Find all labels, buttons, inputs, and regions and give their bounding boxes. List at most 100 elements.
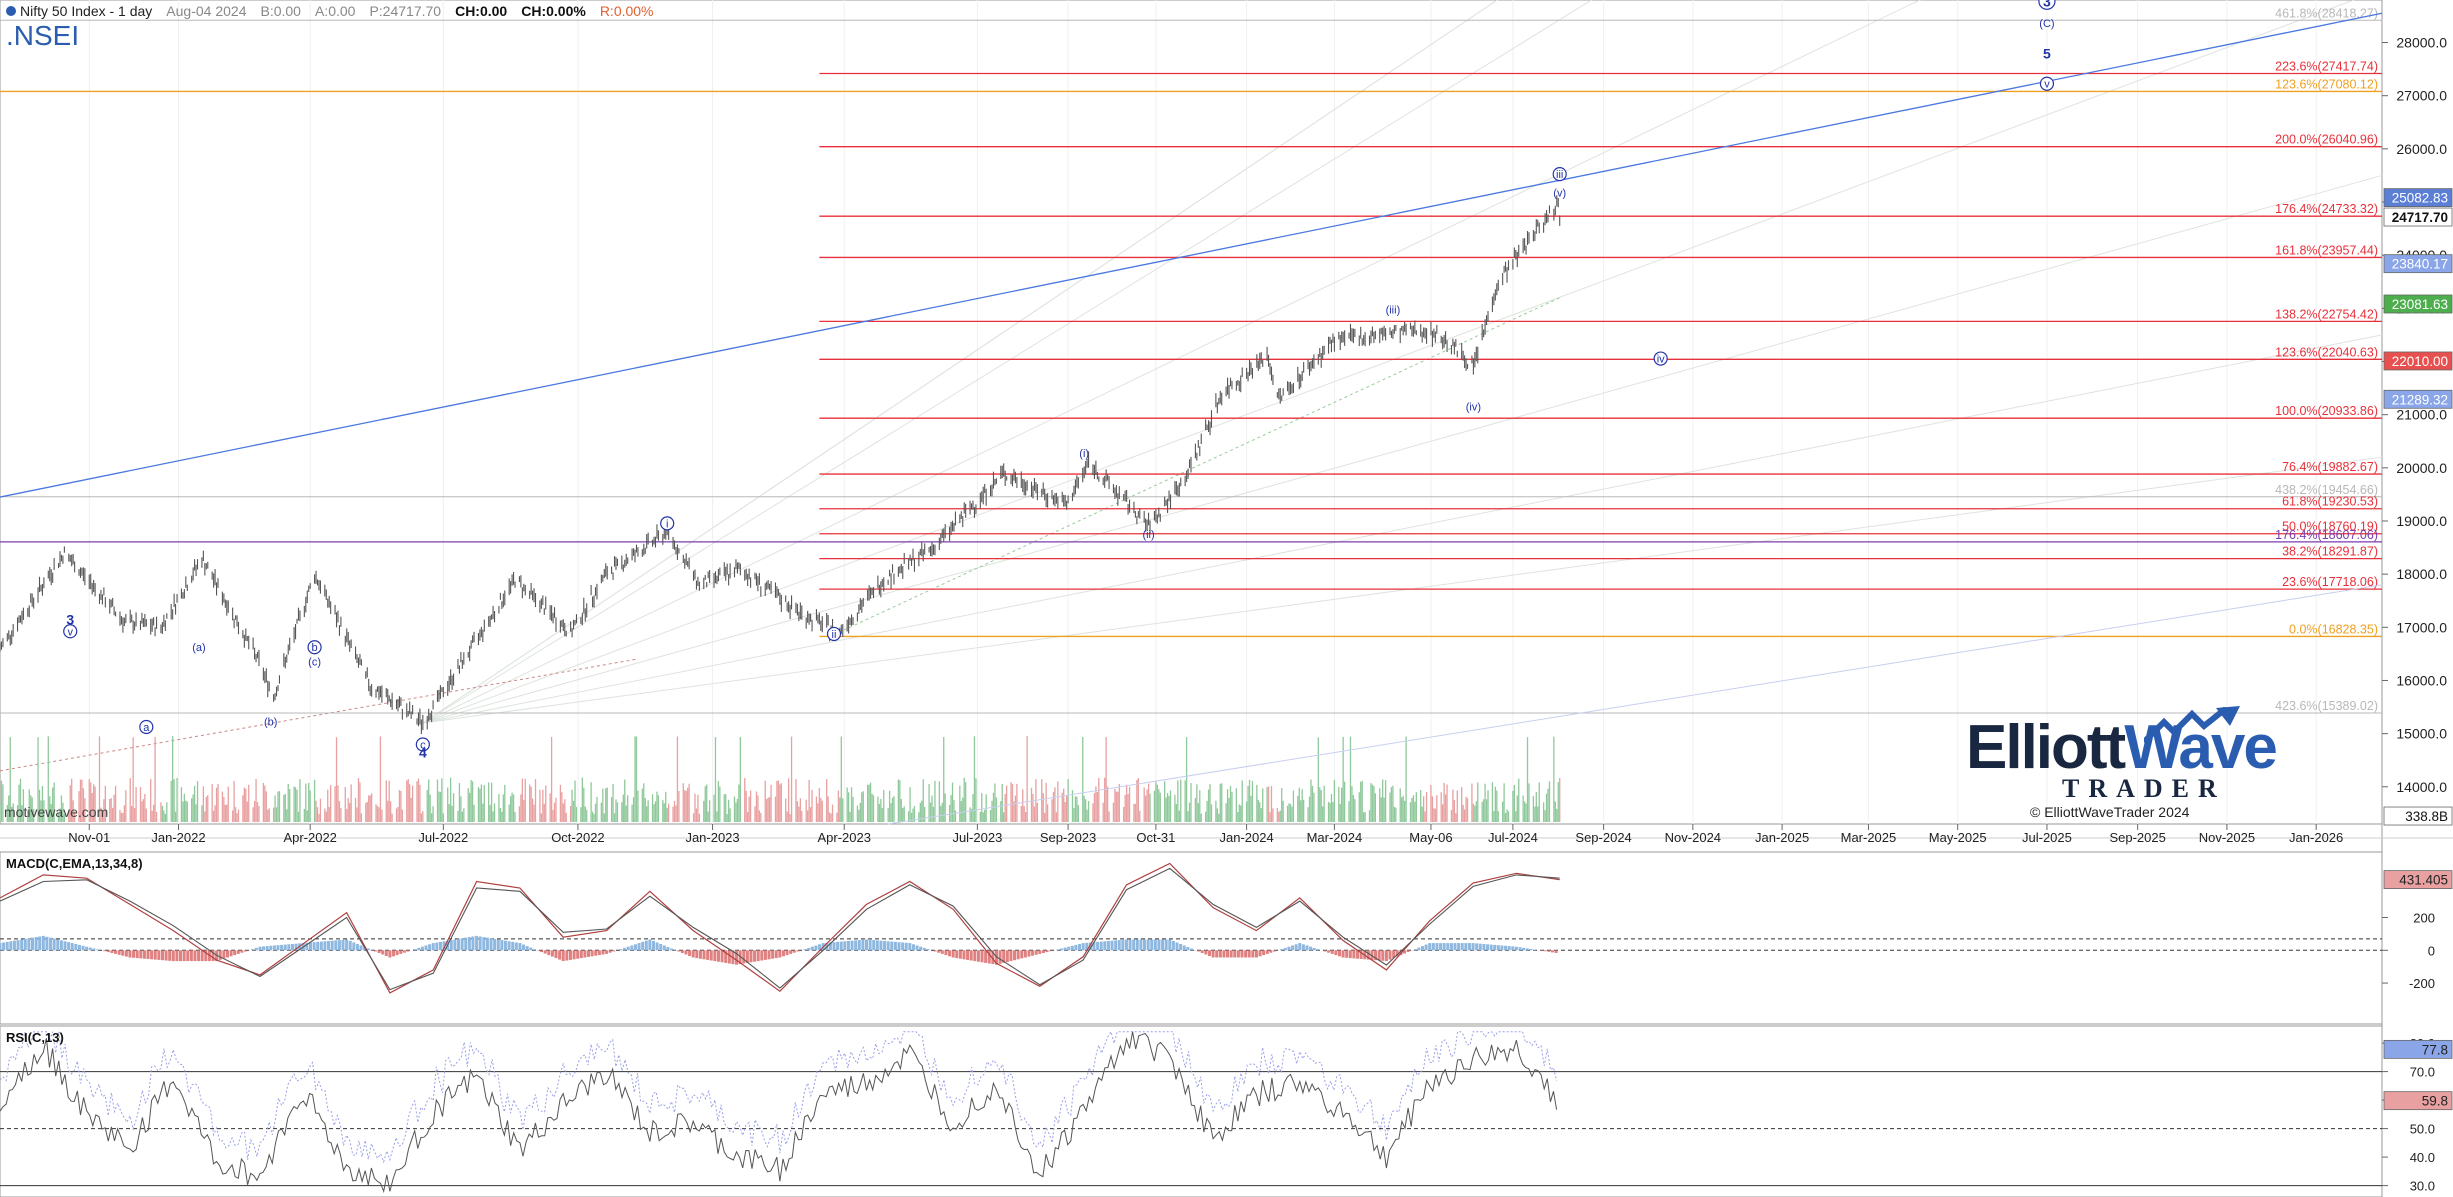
price-box-label: 22010.00 [2392,354,2448,369]
chart-header: Nifty 50 Index - 1 day Aug-04 2024 B:0.0… [6,3,654,19]
x-tick-label: Jan-2022 [151,830,205,845]
logo-copyright: © ElliottWaveTrader 2024 [2030,804,2190,820]
trend-lines [0,12,2383,825]
macd-value-box [2383,870,2453,890]
macd-line [0,862,1560,994]
fib-level-label: 176.4%(18607.06) [2275,528,2378,542]
grid [88,0,2317,824]
x-tick-label: Nov-01 [68,830,110,845]
fib-level-label: 38.2%(18291.87) [2282,545,2378,559]
x-tick-label: Nov-2025 [2199,830,2255,845]
volume-bars [0,736,1561,822]
price-box [2383,389,2453,409]
wave-label-circle [2038,0,2056,10]
wave-label: (i) [1079,448,1089,460]
fib-level-label: 23.6%(17718.06) [2282,575,2378,589]
y-tick-label: 15000.0 [2396,726,2447,742]
wave-label-circle [307,640,322,655]
fib-level-label: 223.6%(27417.74) [2275,59,2378,73]
wave-label: b [312,642,318,654]
macd-signal-line [0,867,1560,991]
fib-level-label: 200.0%(26040.96) [2275,133,2378,147]
y-tick-label: 20000.0 [2396,460,2447,476]
wave-label: iv [1657,354,1665,366]
wave-label: ii [832,629,837,641]
time-axis: Nov-01 Jan-2022 Apr-2022 Jul-2022 Oct-2022 Ja… [68,824,2343,845]
x-tick-label: Sep-2024 [1575,830,1631,845]
wave-label-circle [139,719,154,735]
price-box-label: 23840.17 [2392,257,2448,272]
y-tick-label: 27000.0 [2396,88,2447,104]
x-tick-label: Jan-2025 [1755,830,1809,845]
x-tick-label: May-06 [1409,830,1452,845]
wave-label: a [143,722,150,734]
x-tick-label: Jul-2022 [418,830,468,845]
y-tick-label: 16000.0 [2396,672,2447,688]
header-change-pct: CH:0.00% [521,3,586,19]
rsi-tick-label: 40.0 [2410,1150,2435,1165]
y-tick-label: 18000.0 [2396,566,2447,582]
rsi-band [0,1030,1558,1164]
macd-title: MACD(C,EMA,13,34,8) [6,856,143,871]
fib-level-label: 138.2%(22754.42) [2275,307,2378,321]
wave-label: 3 [2043,0,2051,9]
wave-label-circle [1552,166,1567,182]
fib-level-label: 0.0%(16828.35) [2289,622,2378,636]
fib-level-label: 100.0%(20933.86) [2275,404,2378,418]
x-tick-label: Jul-2024 [1488,830,1538,845]
x-tick-label: Jan-2023 [685,830,739,845]
wave-label: (v) [1553,188,1566,200]
status-dot-icon [6,6,16,16]
rsi-panel-frame [0,1025,2383,1197]
macd-tick-label: 0 [2428,943,2435,958]
wave-label: (C) [2039,18,2054,30]
rsi-indicator: 30.040.050.060.070.080.077.859.8 [0,1030,2453,1194]
x-tick-label: Jan-2026 [2289,830,2343,845]
rsi-tick-label: 50.0 [2410,1122,2435,1137]
y-tick-label: 26000.0 [2396,141,2447,157]
logo-swoosh-icon [2144,706,2240,743]
symbol-label: .NSEI [6,20,80,51]
price-box [2383,207,2453,227]
price-axis: 14000.0 15000.0 16000.0 17000.0 18000.0 19000… [2382,35,2453,826]
rsi-value-box [2383,1091,2453,1111]
wave-label: (c) [308,657,321,669]
price-box-label: 338.8B [2405,809,2448,824]
header-ask: A:0.00 [314,3,356,19]
x-tick-label: Oct-31 [1136,830,1175,845]
header-range: R:0.00% [599,3,654,19]
price-box-label: 23081.63 [2392,297,2448,312]
fan-line [422,456,2383,724]
price-panel-frame [0,0,2383,825]
price-box-label: 21289.32 [2392,392,2448,407]
x-tick-label: Jan-2024 [1219,830,1273,845]
macd-tick-label: 200 [2413,911,2435,926]
rsi-value-box [2383,1039,2453,1059]
wave-label: (ii) [1142,529,1154,541]
trend-line [0,12,2383,498]
fib-level-label: 61.8%(19230.53) [2282,495,2378,509]
rsi-tick-label: 30.0 [2410,1179,2435,1194]
wave-label: (b) [264,717,277,729]
wave-label-circle [415,737,430,752]
fib-levels: 461.8%(28418.27) 223.6%(27417.74) 123.6%(2… [0,6,2382,714]
x-tick-label: Jul-2025 [2022,830,2072,845]
wave-label: c [420,740,426,752]
channel-line [838,297,1560,634]
wave-label: 3 [66,612,74,628]
x-tick-label: Apr-2022 [283,830,336,845]
price-box [2383,351,2453,371]
instrument-title[interactable]: Nifty 50 Index - 1 day [6,3,152,19]
x-tick-label: May-2025 [1929,830,1987,845]
rsi-tick-label: 70.0 [2410,1065,2435,1080]
fib-level-label: 176.4%(24733.32) [2275,202,2378,216]
wave-label-circle [826,626,842,642]
wave-label: (iv) [1466,401,1481,413]
macd-panel-frame [0,851,2383,1025]
x-tick-label: Mar-2024 [1307,830,1363,845]
x-tick-label: Sep-2023 [1040,830,1096,845]
wave-label: v [2044,79,2050,91]
fib-level-label: 423.6%(15389.02) [2275,699,2378,713]
price-bars [0,195,1561,735]
